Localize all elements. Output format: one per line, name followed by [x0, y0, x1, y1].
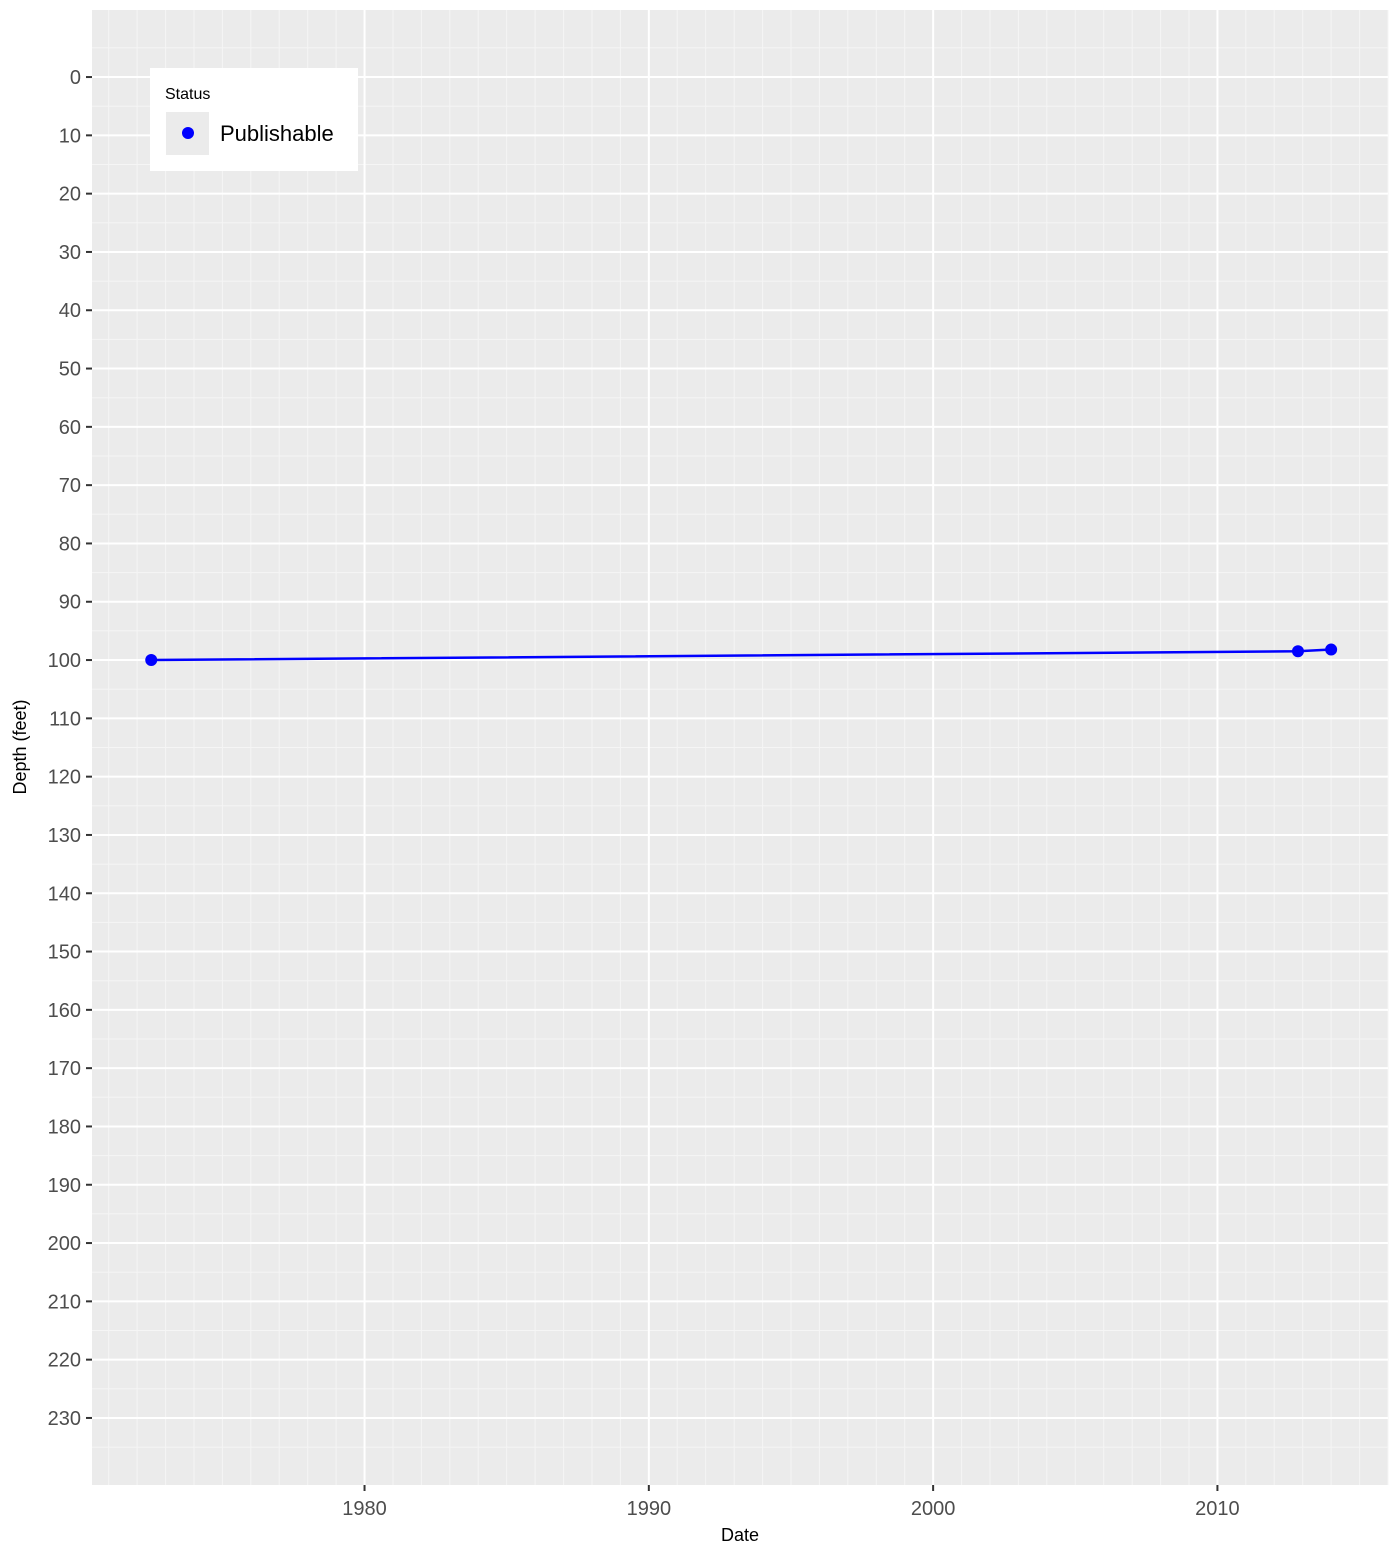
y-tick-label: 100	[48, 650, 81, 672]
y-tick-label: 150	[48, 942, 81, 964]
y-tick-label: 180	[48, 1116, 81, 1138]
y-tick-label: 50	[59, 359, 81, 381]
y-tick-label: 200	[48, 1233, 81, 1255]
y-tick-label: 80	[59, 533, 81, 555]
y-tick-label: 210	[48, 1291, 81, 1313]
y-tick-label: 70	[59, 475, 81, 497]
data-point	[145, 654, 158, 667]
y-tick-label: 230	[48, 1408, 81, 1430]
x-axis-title: Date	[721, 1525, 759, 1545]
legend: Status Publishable	[150, 68, 358, 171]
y-tick-label: 190	[48, 1175, 81, 1197]
legend-title: Status	[165, 86, 210, 103]
y-tick-label: 130	[48, 825, 81, 847]
minor-gridlines	[92, 10, 1389, 1485]
y-axis-title: Depth (feet)	[10, 699, 30, 794]
y-tick-label: 90	[59, 592, 81, 614]
y-tick-label: 0	[70, 67, 81, 89]
x-tick-label: 1990	[627, 1498, 672, 1520]
y-tick-label: 170	[48, 1058, 81, 1080]
y-tick-label: 10	[59, 125, 81, 147]
x-tick-label: 1980	[342, 1498, 387, 1520]
y-tick-label: 20	[59, 184, 81, 206]
data-point	[1291, 645, 1304, 658]
y-tick-label: 30	[59, 242, 81, 264]
x-axis: 1980 1990 2000 2010	[342, 1485, 1240, 1520]
y-tick-label: 220	[48, 1350, 81, 1372]
legend-label-publishable: Publishable	[220, 121, 334, 146]
y-axis: 0 10 20 30 40 50 60 70 80 90 100 110 120 130 140 150 160…	[48, 67, 92, 1430]
y-tick-label: 160	[48, 1000, 81, 1022]
y-tick-label: 110	[49, 708, 81, 730]
y-tick-label: 120	[48, 767, 81, 789]
series-layer	[145, 643, 1338, 667]
x-tick-label: 2010	[1195, 1498, 1240, 1520]
legend-key-point	[182, 127, 194, 139]
data-point	[1325, 643, 1338, 656]
y-tick-label: 140	[48, 883, 81, 905]
y-tick-label: 60	[59, 417, 81, 439]
x-tick-label: 2000	[911, 1498, 956, 1520]
y-tick-label: 40	[59, 300, 81, 322]
